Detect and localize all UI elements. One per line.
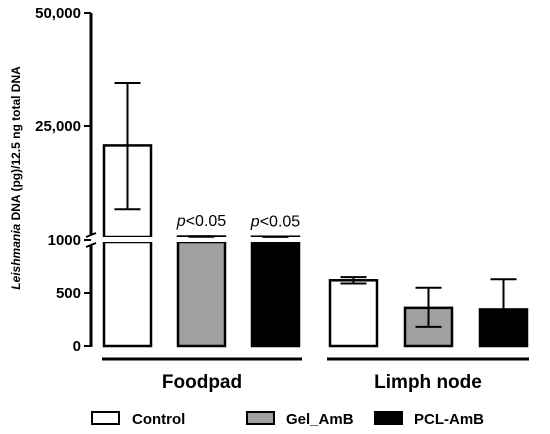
axis-break-mark (85, 242, 97, 248)
legend-swatch (91, 411, 120, 425)
y-tick-label: 1000 (48, 232, 81, 249)
group-label: Limph node (374, 372, 482, 393)
axis-break-mark (85, 232, 97, 238)
legend-swatch (246, 411, 275, 425)
p-value-annotation: p<0.05 (176, 213, 226, 230)
y-tick-label: 50,000 (35, 5, 81, 22)
bar-control-2 (328, 279, 379, 348)
y-axis-label: Leishmania DNA (pg)/12.5 ng total DNA (9, 66, 23, 290)
group-label: Foodpad (162, 372, 242, 393)
legend-label: Control (132, 411, 185, 428)
legend-label: PCL-AmB (414, 411, 484, 428)
legend-swatch (374, 411, 403, 425)
bar-pcl-amb-1 (250, 240, 301, 348)
bar-break-gap (249, 237, 302, 242)
bar-control-1 (102, 240, 153, 348)
bar-break-gap (101, 237, 154, 242)
p-value-annotation: p<0.05 (250, 214, 300, 231)
y-tick-label: 0 (73, 338, 81, 355)
y-tick-label: 25,000 (35, 118, 81, 135)
legend-label: Gel_AmB (286, 411, 354, 428)
bar-break-gap (175, 237, 228, 242)
y-tick-label: 500 (56, 285, 81, 302)
bar-gel-amb-1 (176, 240, 227, 348)
